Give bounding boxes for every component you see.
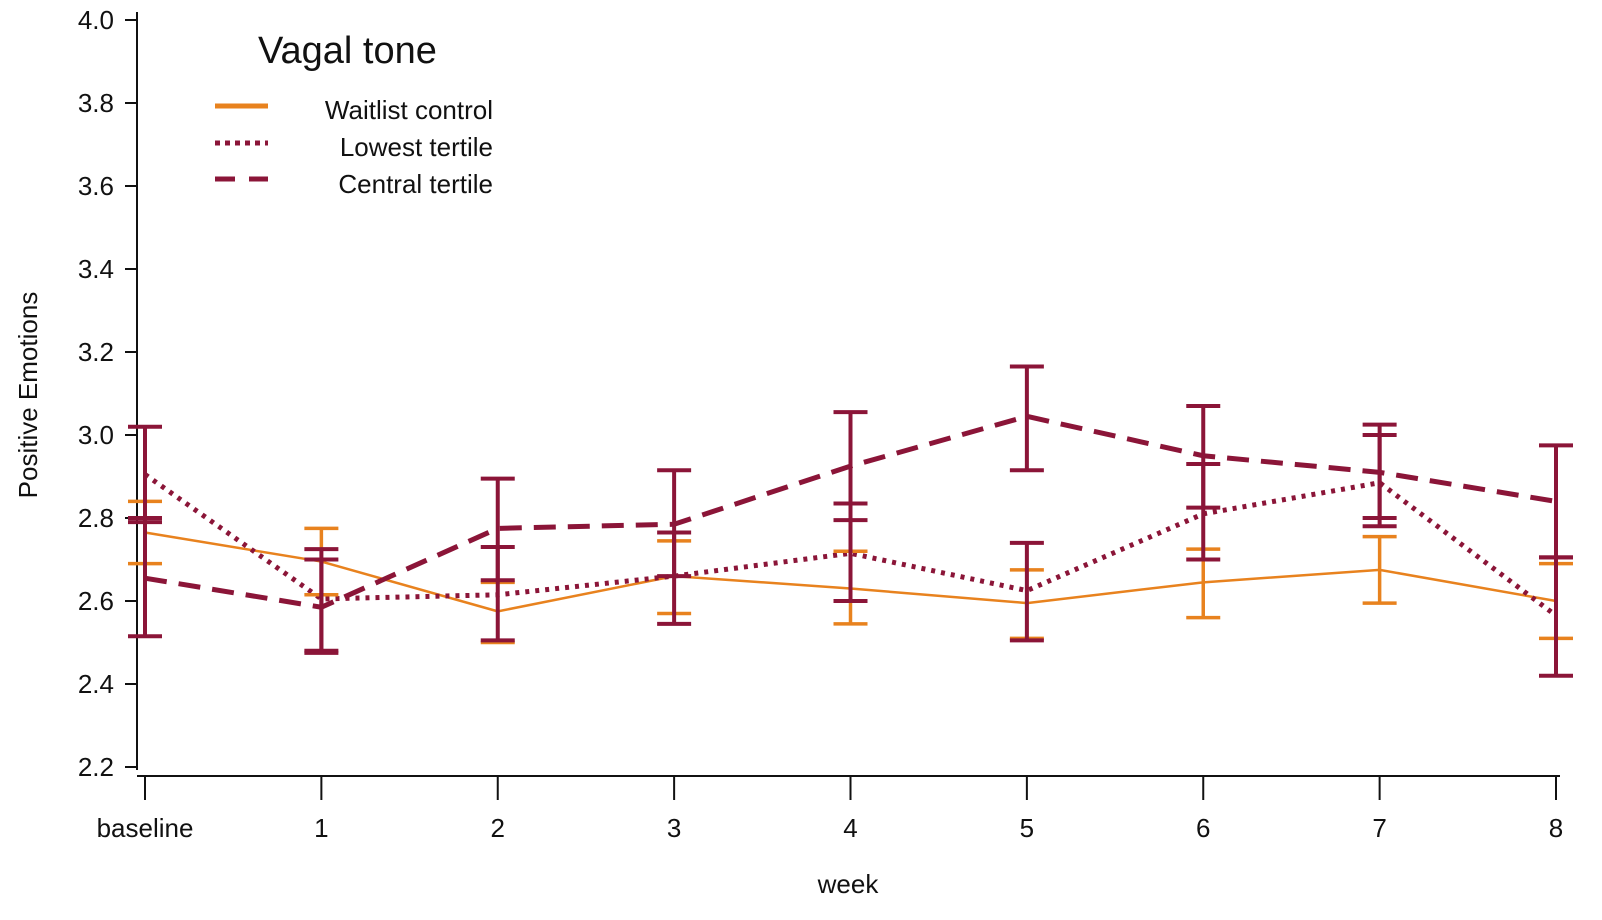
y-tick-label: 3.6 xyxy=(78,171,114,201)
x-tick-label: 5 xyxy=(1020,813,1034,843)
y-tick-label: 2.8 xyxy=(78,503,114,533)
axes xyxy=(136,12,1560,777)
y-axis-title: Positive Emotions xyxy=(13,292,43,499)
x-tick-label: 2 xyxy=(491,813,505,843)
y-tick-label: 2.4 xyxy=(78,669,114,699)
error-bar-lowest-tertile xyxy=(1539,555,1573,678)
x-tick-label: baseline xyxy=(97,813,194,843)
x-tick-label: 1 xyxy=(314,813,328,843)
error-bar-central-tertile xyxy=(128,516,162,639)
y-tick-label: 3.0 xyxy=(78,420,114,450)
error-bar-central-tertile xyxy=(304,557,339,655)
y-tick-label: 2.6 xyxy=(78,586,114,616)
error-bar-central-tertile xyxy=(1186,403,1221,510)
error-bar-central-tertile xyxy=(1362,422,1397,520)
y-ticks: 2.2 2.4 2.6 2.8 3.0 3.2 3.4 3.6 3.8 4.0 xyxy=(78,5,137,782)
y-tick-label: 3.2 xyxy=(78,337,114,367)
x-tick-label: 4 xyxy=(843,813,857,843)
error-bar-central-tertile xyxy=(480,476,515,583)
error-bars xyxy=(128,364,1573,678)
x-axis-title: week xyxy=(817,869,880,899)
legend-title: Vagal tone xyxy=(258,30,437,72)
x-tick-label: 7 xyxy=(1372,813,1386,843)
x-ticks: baseline 1 2 3 4 5 6 7 8 xyxy=(97,776,1563,843)
y-tick-label: 3.4 xyxy=(78,254,114,284)
legend-label-lowest-tertile: Lowest tertile xyxy=(340,132,493,162)
error-bar-lowest-tertile xyxy=(128,424,162,525)
error-bar-central-tertile xyxy=(833,410,868,523)
error-bar-central-tertile xyxy=(1009,364,1044,473)
error-bar-waitlist-control xyxy=(1362,534,1397,605)
y-tick-label: 4.0 xyxy=(78,5,114,35)
error-bar-central-tertile xyxy=(1539,443,1573,560)
x-tick-label: 8 xyxy=(1549,813,1563,843)
x-tick-label: 3 xyxy=(667,813,681,843)
legend-label-central-tertile: Central tertile xyxy=(338,169,493,199)
y-tick-label: 3.8 xyxy=(78,88,114,118)
error-bar-lowest-tertile xyxy=(1009,540,1044,643)
y-tick-label: 2.2 xyxy=(78,752,114,782)
error-bar-central-tertile xyxy=(657,468,692,579)
legend-label-waitlist-control: Waitlist control xyxy=(325,95,493,125)
legend: Vagal tone Waitlist control Lowest terti… xyxy=(215,30,493,199)
x-tick-label: 6 xyxy=(1196,813,1210,843)
